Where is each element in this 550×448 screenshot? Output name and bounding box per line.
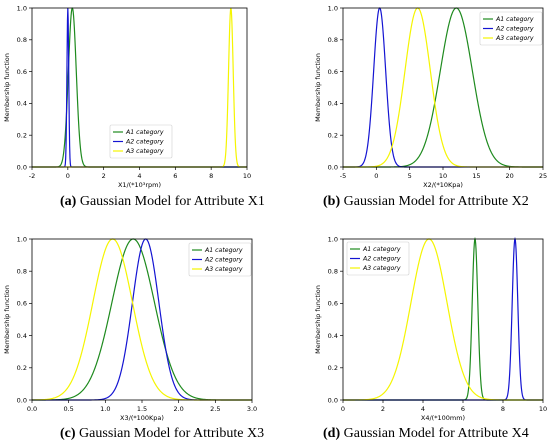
caption-c-letter: (c) [60, 426, 76, 441]
legend-label-a1: A1 category [125, 128, 164, 136]
y-tick-label: 0.0 [17, 163, 27, 171]
x-tick-label: 4 [137, 172, 141, 180]
y-tick-label: 0.8 [328, 36, 338, 44]
x-axis-label: X1/(*10³rpm) [118, 181, 161, 189]
y-tick-label: 0.2 [17, 364, 27, 372]
caption-b-text: Gaussian Model for Attribute X2 [340, 194, 529, 209]
x-axis-label: X3/(*100Kpa) [120, 414, 164, 422]
plot-frame [342, 238, 544, 401]
legend-label-a3: A3 category [204, 265, 243, 273]
x-tick-label: 3.0 [247, 405, 257, 413]
caption-d: (d) Gaussian Model for Attribute X4 [323, 426, 529, 442]
caption-d-letter: (d) [323, 426, 341, 441]
x-tick-label: -2 [29, 172, 35, 180]
y-axis-label: Membership function [3, 53, 11, 122]
caption-a-letter: (a) [60, 194, 77, 209]
y-tick-label: 0.6 [328, 300, 338, 308]
y-axis-label: Membership function [314, 53, 322, 122]
chart-1: -2 0 2 4 6 8 10 0.0 0.2 0.4 0.6 0.8 1.0 X1/(*10³rpm) M… [3, 4, 251, 189]
y-tick-label: 1.0 [328, 4, 338, 12]
x-tick-label: 10 [539, 405, 547, 413]
x-tick-label: -5 [340, 172, 346, 180]
y-tick-label: 0.8 [328, 268, 338, 276]
y-tick-label: 0.6 [17, 68, 27, 76]
y-tick-label: 0.2 [17, 132, 27, 140]
legend-label-a2: A2 category [204, 256, 243, 264]
y-tick-label: 0.4 [328, 100, 338, 108]
legend-label-a2: A2 category [125, 138, 164, 146]
x-tick-label: 25 [539, 172, 547, 180]
x-tick-label: 6 [461, 405, 465, 413]
x-tick-label: 0.0 [27, 405, 37, 413]
x-tick-label: 2.0 [173, 405, 183, 413]
x-tick-label: 2 [381, 405, 385, 413]
x-tick-label: 8 [501, 405, 505, 413]
y-tick-label: 0.6 [328, 68, 338, 76]
y-tick-label: 0.4 [328, 332, 338, 340]
y-tick-label: 0.2 [328, 132, 338, 140]
caption-a-text: Gaussian Model for Attribute X1 [76, 194, 265, 209]
x-tick-label: 8 [209, 172, 213, 180]
y-tick-label: 1.0 [17, 4, 27, 12]
x-tick-label: 0 [66, 172, 70, 180]
x-tick-label: 15 [472, 172, 480, 180]
legend-label-a3: A3 category [495, 34, 534, 42]
y-tick-label: 0.0 [328, 396, 338, 404]
legend-box [346, 241, 410, 276]
y-tick-label: 0.0 [17, 396, 27, 404]
chart-2: -5 0 5 10 15 20 25 0.0 0.2 0.4 0.6 0.8 1.0 X2/(*10Kpa… [314, 4, 547, 189]
y-axis-label: Membership function [3, 285, 11, 354]
x-axis-label: X4/(*100mm) [421, 414, 465, 422]
y-axis-label: Membership function [314, 285, 322, 354]
y-tick-label: 0.4 [17, 332, 27, 340]
x-tick-label: 6 [173, 172, 177, 180]
x-tick-label: 10 [439, 172, 447, 180]
y-tick-label: 1.0 [328, 235, 338, 243]
chart-4: 0 2 4 6 8 10 0.0 0.2 0.4 0.6 0.8 1.0 X4/(*100mm) Memb… [314, 235, 547, 422]
x-tick-label: 1.5 [137, 405, 147, 413]
caption-a: (a) Gaussian Model for Attribute X1 [60, 194, 265, 210]
legend-label-a1: A1 category [204, 246, 243, 254]
x-tick-label: 10 [243, 172, 251, 180]
y-tick-label: 1.0 [17, 235, 27, 243]
legend-label-a3: A3 category [125, 147, 164, 155]
y-tick-label: 0.4 [17, 100, 27, 108]
y-tick-label: 0.0 [328, 163, 338, 171]
x-tick-label: 0.5 [63, 405, 73, 413]
x-tick-label: 4 [421, 405, 425, 413]
legend-box [479, 11, 543, 46]
x-tick-label: 1.0 [100, 405, 110, 413]
caption-c-text: Gaussian Model for Attribute X3 [75, 426, 265, 441]
legend-label-a1: A1 category [362, 245, 401, 253]
x-tick-label: 2.5 [210, 405, 220, 413]
caption-d-text: Gaussian Model for Attribute X4 [340, 426, 529, 441]
y-tick-label: 0.8 [17, 268, 27, 276]
x-tick-label: 0 [341, 405, 345, 413]
legend-label-a2: A2 category [495, 25, 534, 33]
legend-box [109, 124, 173, 159]
x-tick-label: 2 [102, 172, 106, 180]
x-axis-label: X2/(*10Kpa) [423, 181, 463, 189]
y-tick-label: 0.8 [17, 36, 27, 44]
legend-label-a1: A1 category [495, 15, 534, 23]
legend-label-a2: A2 category [362, 255, 401, 263]
x-tick-label: 0 [374, 172, 378, 180]
caption-c: (c) Gaussian Model for Attribute X3 [60, 426, 264, 442]
caption-b: (b) Gaussian Model for Attribute X2 [323, 194, 529, 210]
y-tick-label: 0.6 [17, 300, 27, 308]
x-tick-label: 20 [506, 172, 514, 180]
chart-3: 0.0 0.5 1.0 1.5 2.0 2.5 3.0 0.0 0.2 0.4 0.6 0.8 1.0 X… [3, 235, 257, 422]
x-tick-label: 5 [408, 172, 412, 180]
legend-box [188, 242, 252, 277]
legend-label-a3: A3 category [362, 264, 401, 272]
y-tick-label: 0.2 [328, 364, 338, 372]
caption-b-letter: (b) [323, 194, 341, 209]
